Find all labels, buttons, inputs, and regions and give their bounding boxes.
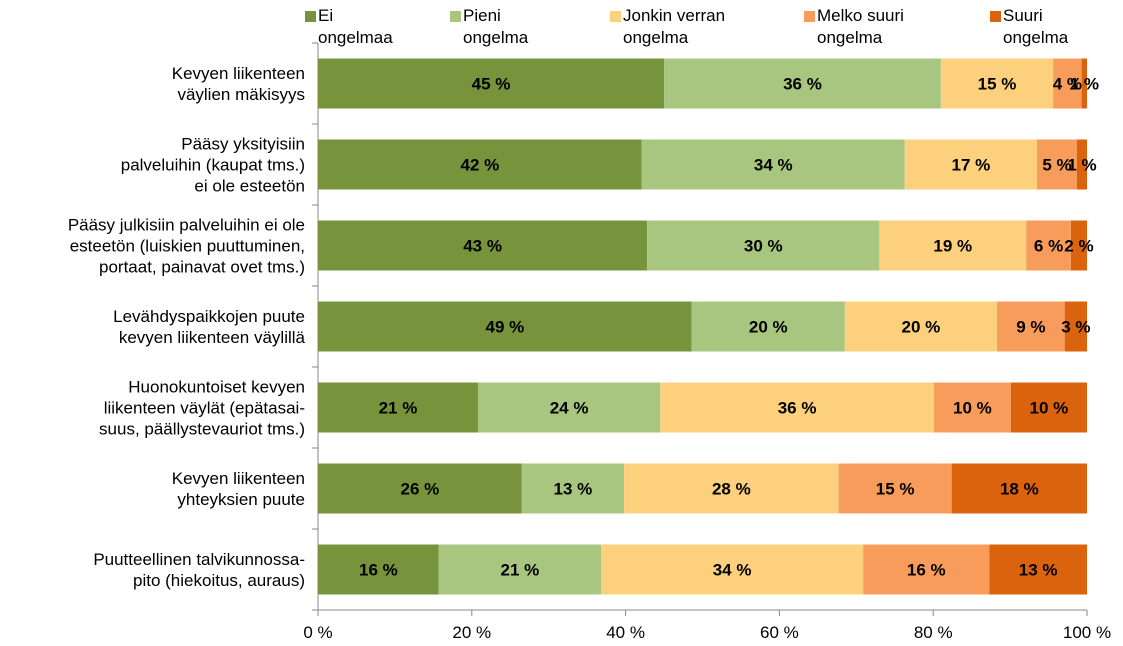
data-label: 4 % — [1052, 74, 1083, 93]
data-label: 16 % — [906, 560, 946, 579]
bar-segment — [318, 301, 692, 352]
data-label: 20 % — [901, 317, 941, 336]
category-label: Huonokuntoiset kevyen liikenteen väylät … — [99, 377, 305, 438]
category-label: Pääsy yksityisiin palveluihin (kaupat tm… — [120, 134, 305, 195]
x-tick-label: 80 % — [913, 623, 953, 642]
data-label: 19 % — [933, 236, 973, 255]
bar-segment — [1037, 139, 1078, 190]
legend-swatch — [804, 11, 815, 22]
legend-label: Jonkin verran ongelma — [623, 6, 726, 47]
data-label: 9 % — [1016, 317, 1046, 336]
bar-segment — [647, 220, 880, 271]
bar-segment — [318, 139, 642, 190]
data-label: 24 % — [549, 398, 589, 417]
bar-segment — [997, 301, 1065, 352]
data-label: 1 % — [1069, 74, 1099, 93]
bar-segment — [624, 463, 839, 514]
bar-segment — [863, 544, 990, 595]
bar-segment — [879, 220, 1027, 271]
bar-segment — [641, 139, 905, 190]
category-label: Kevyen liikenteen yhteyksien puute — [171, 468, 305, 509]
bar-segment — [600, 544, 864, 595]
data-label: 43 % — [463, 236, 502, 255]
bar-segment — [838, 463, 952, 514]
legend-swatch — [990, 11, 1001, 22]
bar-segment — [1064, 301, 1087, 352]
category-label: Puutteellinen talvikunnossa- pito (hieko… — [93, 549, 305, 590]
data-label: 5 % — [1042, 155, 1072, 174]
data-label: 34 % — [712, 560, 752, 579]
data-label: 16 % — [358, 560, 398, 579]
bar-segment — [318, 382, 478, 433]
x-tick-label: 60 % — [760, 623, 799, 642]
x-tick-label: 0 % — [303, 623, 333, 642]
bar-segment — [521, 463, 625, 514]
legend-label: Ei ongelmaa — [318, 6, 393, 47]
data-label: 13 % — [553, 479, 593, 498]
bar-segment — [1070, 220, 1087, 271]
bar-segment — [933, 382, 1011, 433]
category-label: Kevyen liikenteen väylien mäkisyys — [171, 63, 305, 104]
data-label: 10 % — [1029, 398, 1069, 417]
data-label: 26 % — [400, 479, 440, 498]
bar-segment — [477, 382, 661, 433]
data-label: 1 % — [1067, 155, 1097, 174]
data-label: 3 % — [1061, 317, 1091, 336]
bar-segment — [904, 139, 1038, 190]
x-tick-label: 20 % — [452, 623, 492, 642]
x-tick-label: 100 % — [1062, 623, 1112, 642]
bar-segment — [318, 58, 665, 109]
data-label: 15 % — [875, 479, 915, 498]
bar-segment — [318, 463, 522, 514]
category-label: Pääsy julkisiin palveluihin ei ole estee… — [67, 215, 305, 276]
data-label: 34 % — [753, 155, 793, 174]
data-label: 6 % — [1033, 236, 1064, 255]
data-label: 18 % — [999, 479, 1039, 498]
data-label: 49 % — [485, 317, 525, 336]
bar-segment — [1053, 58, 1082, 109]
data-label: 36 % — [783, 74, 822, 93]
bar-segment — [1010, 382, 1087, 433]
bar-segment — [664, 58, 941, 109]
data-label: 15 % — [977, 74, 1017, 93]
legend-label: Melko suuri ongelma — [817, 6, 904, 47]
data-label: 20 % — [748, 317, 788, 336]
x-tick-label: 40 % — [606, 623, 645, 642]
data-label: 13 % — [1018, 560, 1058, 579]
bar-segment — [844, 301, 998, 352]
legend-label: Pieni ongelma — [463, 6, 529, 47]
data-label: 30 % — [743, 236, 783, 255]
bar-segment — [691, 301, 845, 352]
bar-segment — [1026, 220, 1071, 271]
data-label: 21 % — [378, 398, 418, 417]
data-label: 36 % — [777, 398, 817, 417]
data-label: 28 % — [711, 479, 751, 498]
bar-segment — [660, 382, 934, 433]
data-label: 2 % — [1064, 236, 1094, 255]
legend-swatch — [450, 11, 461, 22]
data-label: 42 % — [460, 155, 500, 174]
legend-swatch — [610, 11, 621, 22]
legend-label: Suuri ongelma — [1003, 6, 1069, 47]
bar-segment — [940, 58, 1054, 109]
bar-segment — [438, 544, 601, 595]
bar-segment — [989, 544, 1087, 595]
category-label: Levähdyspaikkojen puute kevyen liikentee… — [113, 306, 305, 347]
bar-segment — [318, 220, 648, 271]
bar-segment — [1077, 139, 1087, 190]
legend-swatch — [305, 11, 316, 22]
bar-segment — [951, 463, 1087, 514]
bar-segment — [318, 544, 439, 595]
data-label: 45 % — [471, 74, 511, 93]
data-label: 10 % — [953, 398, 992, 417]
data-label: 21 % — [500, 560, 540, 579]
bar-segment — [1081, 58, 1087, 109]
data-label: 17 % — [951, 155, 991, 174]
